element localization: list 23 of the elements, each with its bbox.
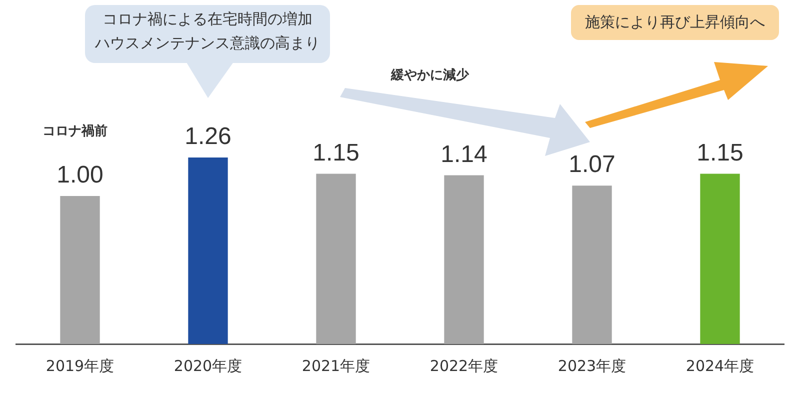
- text: コロナ禍による在宅時間の増加: [102, 9, 314, 30]
- data-label: 1.00: [56, 162, 104, 189]
- bar: [700, 174, 740, 344]
- x-tick-label: 2020年度: [174, 356, 242, 375]
- data-label: 1.26: [184, 123, 232, 150]
- x-tick-label: 2023年度: [558, 356, 626, 375]
- x-tick-label: 2024年度: [686, 356, 754, 375]
- bar: [572, 186, 612, 344]
- text: 施策により再び上昇傾向へ: [571, 5, 779, 40]
- data-label: 1.15: [312, 139, 360, 166]
- x-tick-label: 2021年度: [302, 356, 370, 375]
- data-label: 1.14: [440, 140, 488, 168]
- bar: [60, 196, 100, 344]
- x-tick-label: 2022年度: [430, 356, 498, 375]
- x-tick-label: 2019年度: [46, 356, 114, 375]
- bar: [316, 174, 356, 344]
- data-label: 1.07: [568, 151, 616, 178]
- data-label: 1.15: [696, 139, 744, 166]
- bar: [188, 157, 228, 344]
- bar: [444, 175, 484, 344]
- text: 緩やかに減少: [390, 67, 470, 85]
- text: コロナ禍前: [42, 123, 108, 141]
- text: ハウスメンテナンス意識の高まり: [94, 33, 321, 54]
